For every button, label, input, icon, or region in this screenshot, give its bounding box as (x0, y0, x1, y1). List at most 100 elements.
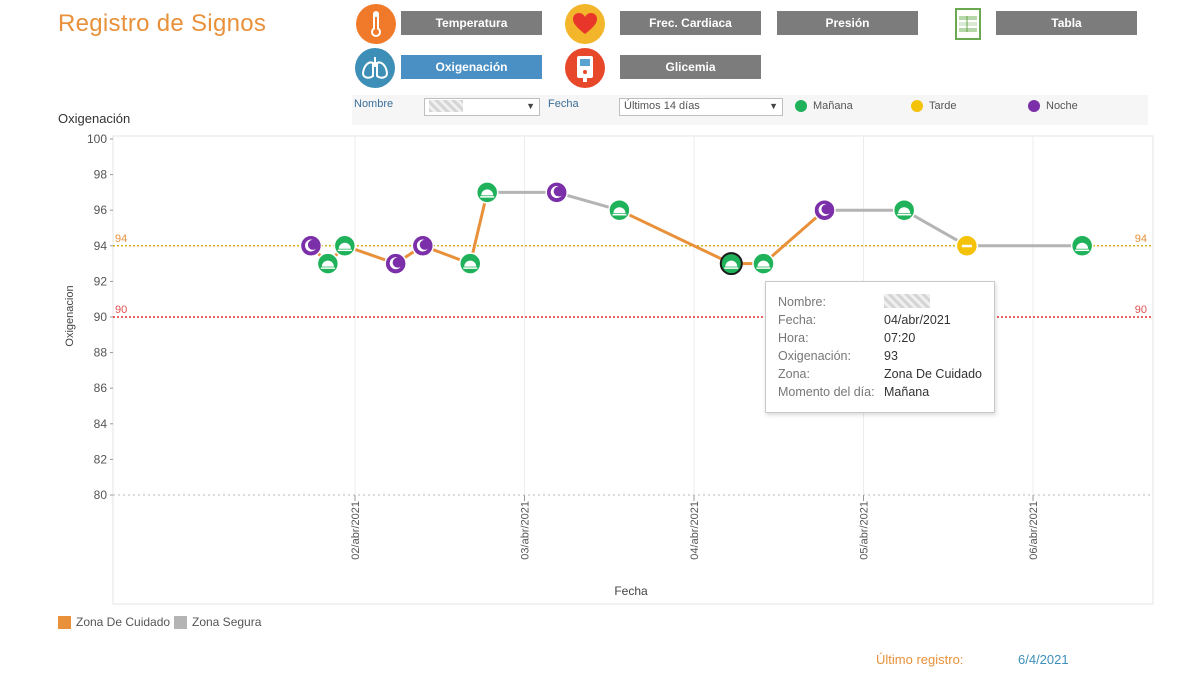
moon-icon (416, 239, 428, 252)
legend-safe-label: Zona Segura (192, 615, 262, 629)
page-title: Registro de Signos (58, 10, 267, 37)
presion-button[interactable]: Presión (777, 11, 918, 35)
tooltip-row-fecha: Fecha: 04/abr/2021 (778, 313, 951, 327)
legend-noche-label: Noche (1046, 100, 1078, 112)
tooltip-key: Oxigenación: (778, 349, 851, 363)
legend-care-zone[interactable]: Zona De Cuidado (58, 615, 170, 629)
line-segment-care (468, 190, 489, 266)
safe-zone-swatch (174, 615, 187, 629)
moon-icon (389, 257, 401, 270)
frec-cardiaca-button[interactable]: Frec. Cardiaca (620, 11, 761, 35)
legend-noche[interactable]: Noche (1028, 100, 1078, 112)
legend-care-label: Zona De Cuidado (76, 615, 171, 629)
legend-manana-label: Mañana (813, 100, 853, 112)
sunrise-icon (481, 189, 494, 196)
x-tick-label: 04/abr/2021 (689, 501, 701, 560)
line-segment-care (617, 208, 733, 266)
tabla-button[interactable]: Tabla (996, 11, 1137, 35)
y-tick-label: 94 (94, 239, 108, 253)
ultimo-registro-value: 6/4/2021 (1018, 652, 1069, 667)
temperatura-button[interactable]: Temperatura (401, 11, 542, 35)
legend-tarde-label: Tarde (929, 100, 957, 112)
legend-safe-zone[interactable]: Zona Segura (174, 615, 261, 629)
tooltip-value: 04/abr/2021 (884, 313, 951, 327)
data-point-tarde[interactable] (955, 234, 979, 258)
tooltip-value: Mañana (884, 385, 930, 399)
fecha-label: Fecha (548, 98, 579, 110)
moon-icon (1028, 100, 1040, 112)
thermometer-icon[interactable] (356, 4, 396, 44)
data-point-manana[interactable] (752, 252, 775, 275)
fecha-dropdown-value: Últimos 14 días (624, 100, 700, 112)
marker-circle (545, 181, 568, 204)
fecha-dropdown[interactable]: Últimos 14 días ▼ (619, 98, 783, 116)
line-segment-safe (902, 208, 969, 248)
data-point-manana[interactable] (892, 198, 916, 222)
tooltip-key: Zona: (778, 367, 810, 381)
lungs-icon[interactable] (355, 48, 395, 88)
data-tooltip: Nombre: Fecha: 04/abr/2021 Hora: 07:20 O… (765, 281, 995, 413)
tooltip-row-nombre: Nombre: (778, 294, 930, 309)
y-tick-label: 86 (94, 381, 108, 395)
heart-icon[interactable] (565, 4, 605, 44)
sun-icon (795, 100, 807, 112)
marker-circle (299, 234, 323, 258)
spreadsheet-icon[interactable] (948, 4, 988, 44)
x-tick-label: 03/abr/2021 (520, 501, 532, 560)
y-tick-label: 90 (94, 310, 108, 324)
x-tick-label: 06/abr/2021 (1028, 501, 1040, 560)
data-point-noche[interactable] (813, 198, 836, 222)
y-tick-label: 92 (94, 274, 108, 288)
data-point-manana[interactable] (316, 252, 340, 275)
y-tick-label: 96 (94, 203, 108, 217)
data-point-manana[interactable] (719, 252, 743, 276)
data-point-manana[interactable] (475, 181, 499, 204)
y-axis-label: Oxigenacion (64, 285, 76, 346)
sunrise-icon (898, 207, 911, 214)
data-point-noche[interactable] (384, 252, 407, 275)
y-tick-label: 80 (94, 488, 108, 502)
masked-name (429, 100, 463, 113)
data-point-noche[interactable] (545, 181, 568, 204)
line-segment-care (761, 208, 827, 266)
legend-tarde[interactable]: Tarde (911, 100, 957, 112)
moon-icon (550, 186, 562, 199)
x-tick-label: 02/abr/2021 (350, 501, 362, 560)
tooltip-key: Hora: (778, 331, 809, 345)
reference-label-left: 90 (115, 304, 127, 316)
y-tick-label: 88 (94, 346, 108, 360)
sunrise-icon (725, 260, 738, 267)
oxigenacion-button[interactable]: Oxigenación (401, 55, 542, 79)
reference-label-right: 94 (1135, 233, 1147, 245)
glucometer-icon[interactable] (565, 48, 605, 88)
nombre-label: Nombre (354, 98, 394, 110)
data-point-manana[interactable] (1070, 234, 1094, 258)
nombre-dropdown[interactable]: ▼ (424, 98, 540, 116)
reference-label-left: 94 (115, 233, 127, 245)
chart-title: Oxigenación (58, 111, 131, 126)
moon-icon (818, 203, 830, 216)
sunrise-icon (338, 242, 351, 249)
sunrise-icon (757, 260, 770, 267)
legend-manana[interactable]: Mañana (795, 100, 853, 112)
data-point-noche[interactable] (299, 234, 323, 258)
glicemia-button[interactable]: Glicemia (620, 55, 761, 79)
chevron-down-icon: ▼ (769, 101, 778, 111)
y-tick-label: 98 (94, 168, 108, 182)
ultimo-registro-label: Último registro: (876, 652, 964, 667)
data-point-manana[interactable] (608, 198, 631, 222)
y-tick-label: 100 (87, 132, 107, 146)
data-point-manana[interactable] (459, 252, 482, 275)
y-tick-label: 82 (94, 452, 108, 466)
sunrise-icon (613, 207, 626, 214)
sunrise-icon (321, 260, 334, 267)
data-point-manana[interactable] (333, 234, 357, 258)
sunrise-icon (464, 260, 477, 267)
x-tick-label: 05/abr/2021 (859, 501, 871, 560)
tooltip-row-hora: Hora: 07:20 (778, 331, 915, 345)
tooltip-value: 07:20 (884, 331, 916, 345)
masked-name (884, 294, 930, 308)
marker-circle (411, 234, 435, 258)
data-point-noche[interactable] (411, 234, 435, 258)
